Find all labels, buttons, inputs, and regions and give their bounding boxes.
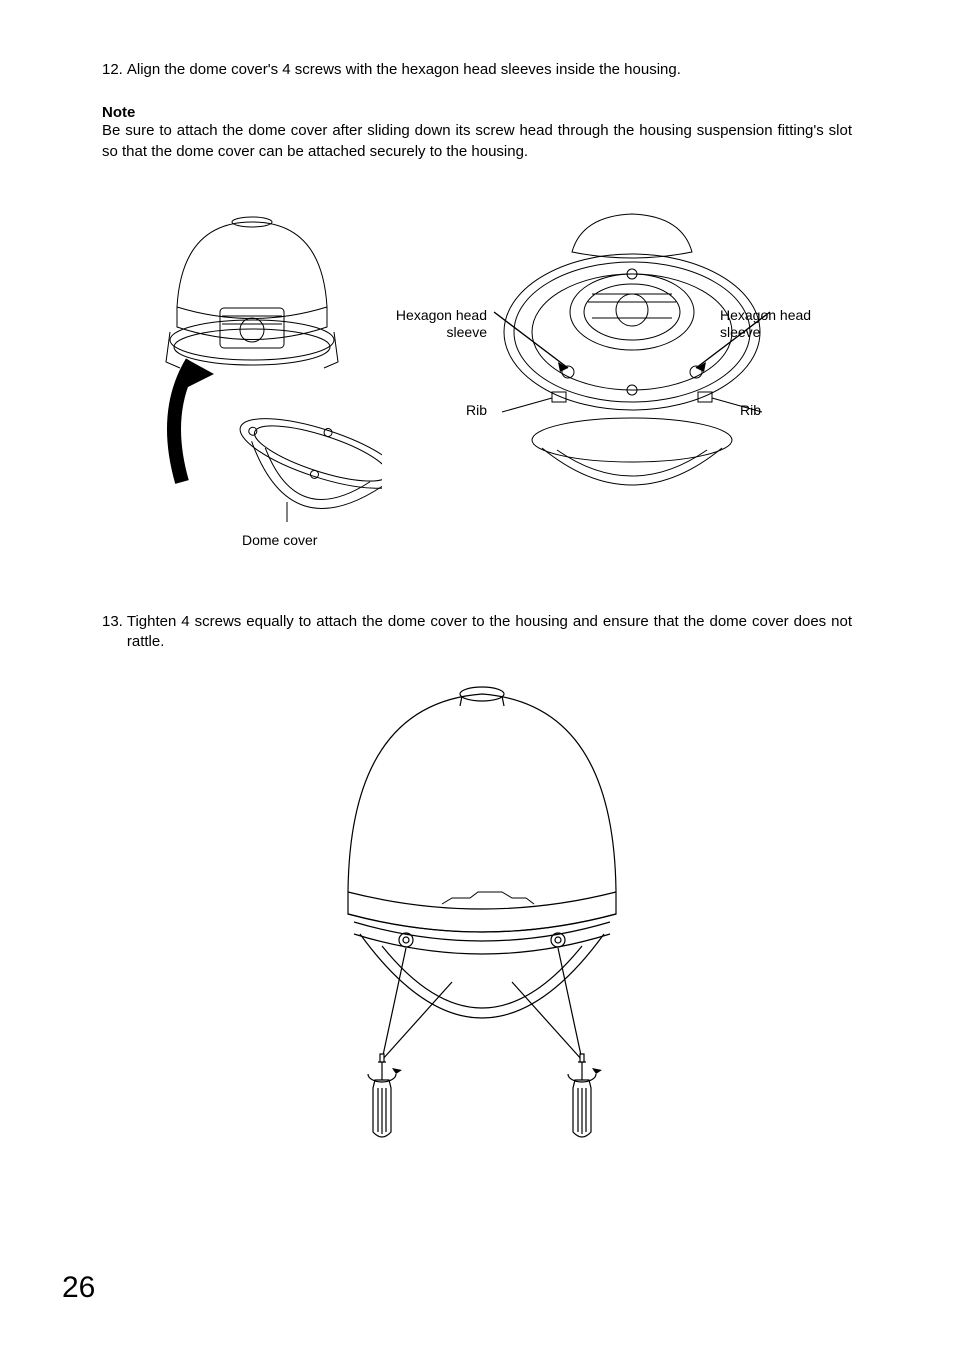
step-13-text: Tighten 4 screws equally to attach the d… xyxy=(127,612,852,653)
step-12-number: 12. xyxy=(102,60,123,80)
note-body: Be sure to attach the dome cover after s… xyxy=(102,121,852,162)
step-12: 12. Align the dome cover's 4 screws with… xyxy=(102,60,852,80)
page-number: 26 xyxy=(62,1271,95,1305)
diagram-underside xyxy=(472,202,792,522)
step-13-number: 13. xyxy=(102,612,123,653)
callout-hex-left: Hexagon headsleeve xyxy=(392,307,487,342)
callout-hex-right: Hexagon headsleeve xyxy=(720,307,811,342)
step-12-text: Align the dome cover's 4 screws with the… xyxy=(127,60,852,80)
step-13: 13. Tighten 4 screws equally to attach t… xyxy=(102,612,852,653)
diagram-dome-attach xyxy=(122,212,382,532)
manual-page: 12. Align the dome cover's 4 screws with… xyxy=(0,0,954,1351)
callout-rib-left: Rib xyxy=(437,402,487,420)
figure-group-1: Dome cover xyxy=(102,202,852,582)
diagram-assembled-dome xyxy=(302,682,662,1152)
callout-dome-cover: Dome cover xyxy=(242,532,317,550)
figure-group-2 xyxy=(102,682,852,1162)
note-heading: Note xyxy=(102,104,852,121)
callout-rib-right: Rib xyxy=(740,402,761,420)
